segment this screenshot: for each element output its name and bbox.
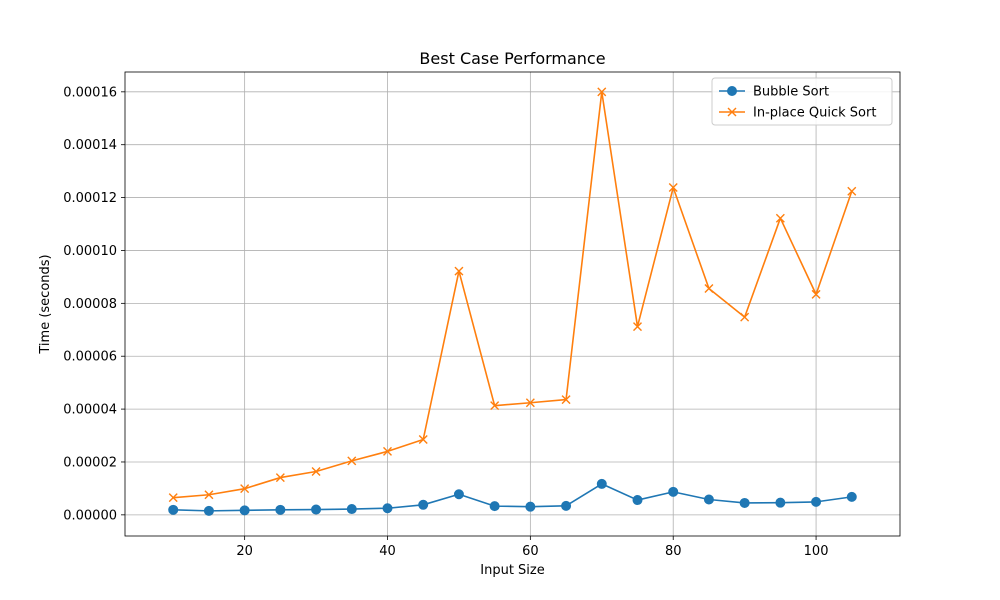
data-point-bubble-sort [453, 489, 464, 500]
data-point-quick-sort [561, 395, 571, 405]
series-line-quick-sort [173, 91, 853, 499]
chart-title: Best Case Performance [419, 49, 605, 68]
data-point-bubble-sort [275, 504, 286, 515]
data-point-quick-sort [740, 312, 750, 322]
y-tick-label: 0.00002 [63, 455, 117, 470]
data-point-quick-sort [240, 484, 250, 494]
data-point-quick-sort [204, 490, 214, 500]
y-tick-label: 0.00010 [63, 244, 117, 259]
data-point-quick-sort [454, 266, 464, 276]
series-bubble-sort [168, 478, 857, 516]
data-point-bubble-sort [775, 497, 786, 508]
data-point-quick-sort [418, 435, 428, 444]
data-point-bubble-sort [346, 504, 357, 515]
y-tick-label: 0.00008 [63, 297, 117, 312]
grid [125, 72, 900, 536]
y-tick-label: 0.00012 [63, 191, 117, 206]
x-tick-label: 40 [379, 544, 396, 559]
axes: 20 40 60 80 100 0.00000 0.00002 0.00004 0.00006 0… [63, 71, 901, 559]
data-point-bubble-sort [203, 505, 214, 516]
legend: Bubble Sort In-place Quick Sort [711, 77, 893, 126]
y-tick-label: 0.00014 [63, 138, 117, 153]
y-tick-label: 0.00006 [63, 350, 117, 365]
y-axis-title: Time (seconds) [38, 254, 53, 354]
data-point-quick-sort [811, 289, 821, 299]
legend-label-quick-sort: In-place Quick Sort [753, 106, 876, 121]
data-point-quick-sort [168, 493, 178, 503]
y-tick-label: 0.00016 [63, 85, 117, 100]
data-point-bubble-sort [811, 496, 822, 507]
data-point-bubble-sort [561, 500, 572, 511]
x-tick-label: 80 [665, 544, 682, 559]
legend-label-bubble-sort: Bubble Sort [753, 85, 829, 100]
x-axis-title: Input Size [480, 563, 544, 578]
data-point-quick-sort [490, 401, 500, 411]
series-line-bubble-sort [173, 483, 852, 512]
x-tick-label: 20 [236, 544, 253, 559]
legend-box [711, 77, 893, 126]
data-point-bubble-sort [668, 486, 679, 497]
legend-marker-quick-sort [727, 107, 737, 117]
data-point-bubble-sort [239, 505, 250, 516]
data-point-quick-sort [704, 284, 714, 294]
data-point-bubble-sort [168, 504, 179, 515]
data-point-bubble-sort [846, 491, 857, 502]
legend-entry-bubble-sort: Bubble Sort [719, 85, 829, 100]
data-point-quick-sort [383, 446, 392, 456]
legend-entry-quick-sort: In-place Quick Sort [719, 106, 876, 121]
data-point-bubble-sort [489, 501, 500, 512]
data-point-quick-sort [311, 466, 321, 476]
data-point-bubble-sort [382, 503, 393, 514]
data-point-quick-sort [597, 87, 607, 97]
data-point-bubble-sort [418, 499, 429, 510]
series-quick-sort [168, 87, 857, 503]
plot-frame [124, 71, 901, 537]
data-point-bubble-sort [525, 501, 536, 512]
x-tick-label: 60 [522, 544, 539, 559]
data-point-quick-sort [275, 473, 285, 483]
data-point-quick-sort [633, 322, 642, 332]
data-point-quick-sort [775, 213, 785, 223]
data-point-bubble-sort [311, 504, 322, 515]
data-point-bubble-sort [596, 478, 607, 489]
data-point-quick-sort [847, 186, 857, 196]
data-point-quick-sort [347, 456, 357, 466]
x-tick-label: 100 [804, 544, 829, 559]
y-tick-label: 0.00000 [63, 508, 117, 523]
y-tick-label: 0.00004 [63, 403, 117, 418]
data-point-bubble-sort [739, 497, 750, 508]
series-layer [168, 87, 857, 516]
data-point-quick-sort [525, 398, 535, 408]
data-point-quick-sort [668, 183, 678, 193]
legend-marker-bubble-sort [727, 86, 737, 96]
data-point-bubble-sort [703, 494, 714, 505]
data-point-bubble-sort [632, 495, 643, 506]
